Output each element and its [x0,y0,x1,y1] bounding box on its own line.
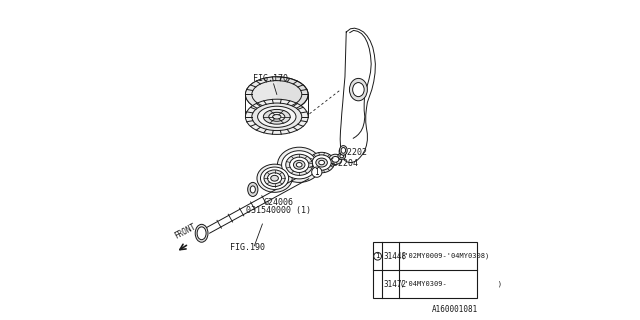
Text: 31448: 31448 [384,252,407,261]
Ellipse shape [260,167,289,189]
Text: ('04MY0309-            ): ('04MY0309- ) [401,281,502,287]
Ellipse shape [340,155,344,158]
Ellipse shape [316,158,328,167]
Ellipse shape [246,77,308,112]
Ellipse shape [285,154,312,175]
Ellipse shape [341,148,346,153]
Ellipse shape [257,164,292,192]
Ellipse shape [252,103,302,131]
Ellipse shape [289,157,309,172]
Text: D52204: D52204 [329,159,359,168]
Ellipse shape [296,163,302,167]
Bar [372,242,477,298]
Text: C62202: C62202 [338,148,367,157]
Ellipse shape [278,147,321,182]
Ellipse shape [332,156,339,162]
Ellipse shape [197,227,206,240]
Polygon shape [246,77,277,134]
Text: A160001081: A160001081 [432,305,479,314]
Ellipse shape [264,170,285,187]
Circle shape [374,252,381,260]
Text: G24006: G24006 [264,198,293,207]
Ellipse shape [340,146,347,155]
Ellipse shape [248,182,258,196]
Text: FIG.190: FIG.190 [230,243,265,252]
Circle shape [312,167,322,177]
Ellipse shape [312,155,332,170]
Ellipse shape [349,78,367,101]
Ellipse shape [246,99,308,134]
Ellipse shape [271,175,278,181]
Ellipse shape [293,160,305,169]
Ellipse shape [353,83,364,97]
Text: FRONT: FRONT [173,222,198,241]
Text: 31472: 31472 [384,280,407,289]
Ellipse shape [195,224,208,242]
Ellipse shape [264,109,291,124]
Ellipse shape [282,151,317,179]
Ellipse shape [258,106,296,127]
Ellipse shape [309,152,335,173]
Ellipse shape [319,160,324,165]
Ellipse shape [338,153,346,159]
Ellipse shape [268,173,282,184]
Ellipse shape [329,154,342,164]
Text: 031540000 (1): 031540000 (1) [246,206,311,215]
Text: FIG.170: FIG.170 [253,74,288,83]
Ellipse shape [273,115,281,119]
Ellipse shape [269,112,285,121]
Ellipse shape [250,186,255,193]
Text: 1: 1 [376,253,380,259]
Text: ('02MY0009-'04MY0308): ('02MY0009-'04MY0308) [401,253,490,260]
Text: 1: 1 [314,168,319,177]
